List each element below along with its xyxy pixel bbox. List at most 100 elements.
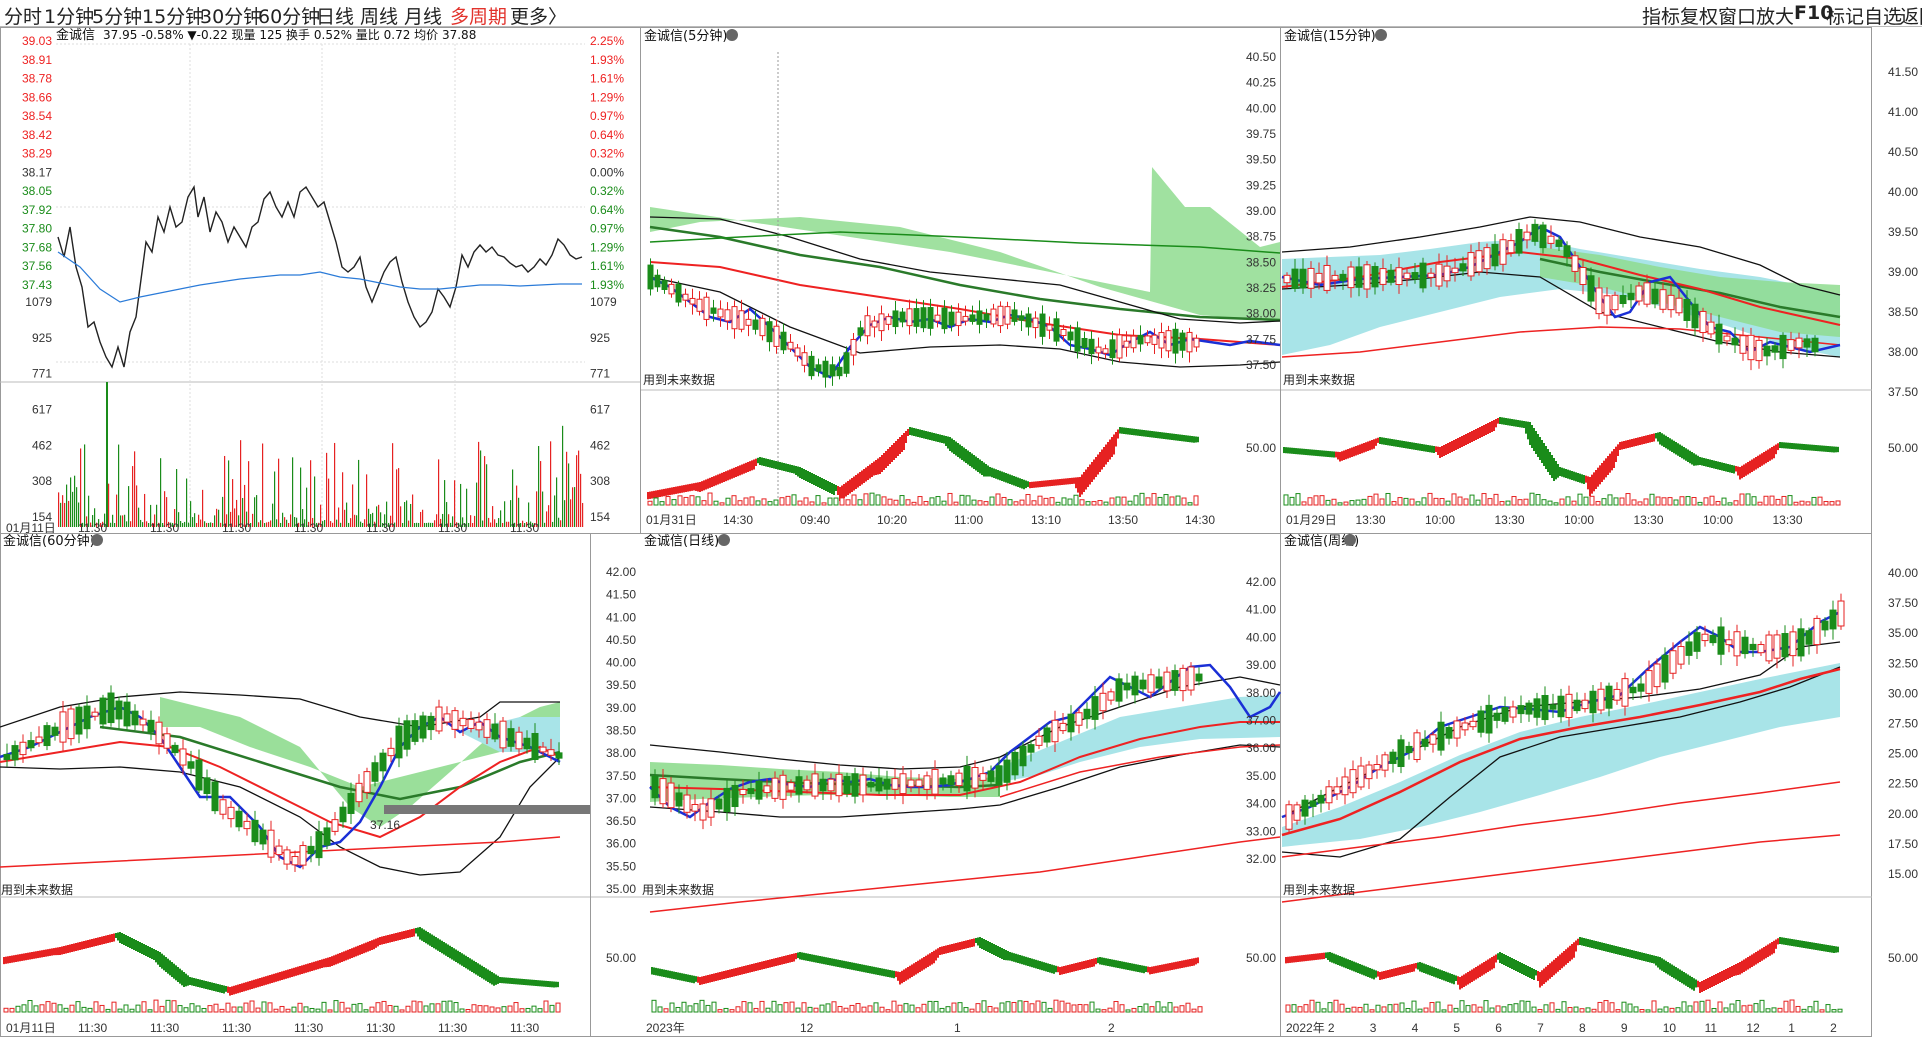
histogram-bar <box>105 1008 111 1013</box>
histogram-bar <box>897 1004 903 1013</box>
histogram-bar <box>947 492 953 506</box>
volume-bar <box>70 477 72 527</box>
candle-body <box>1699 310 1707 334</box>
candle-body <box>703 296 710 320</box>
right-price-axis: 41.50 41.00 40.50 40.00 39.50 39.00 38.50 38.00… <box>1888 65 1918 965</box>
volume-bar <box>372 512 374 527</box>
histogram-bar <box>1283 494 1289 506</box>
candle-body <box>1285 804 1293 830</box>
more-button[interactable]: 更多〉 <box>510 6 568 28</box>
histogram-bar <box>899 495 905 506</box>
tab-multi-period[interactable]: 多周期 <box>450 6 508 28</box>
right-price-tick: 25.00 <box>1888 747 1918 761</box>
right-price-tick: 39.00 <box>1888 265 1918 279</box>
candle-body <box>1349 769 1357 794</box>
volume-bar <box>580 473 582 527</box>
tab-monthly[interactable]: 月线 <box>404 6 443 28</box>
histogram-bar <box>663 1008 669 1013</box>
chevron-down-icon[interactable] <box>1375 29 1387 41</box>
volume-bar <box>218 509 220 527</box>
candle-body <box>1301 799 1309 817</box>
volume-bar <box>300 467 302 527</box>
volume-bar <box>78 502 80 527</box>
price-tick: 32.00 <box>1246 852 1276 866</box>
toolbar-zoom[interactable]: 放大 <box>1756 6 1795 28</box>
candle-body <box>1717 626 1725 655</box>
volume-bar <box>334 442 336 527</box>
time-tick: 11:30 <box>78 1021 107 1035</box>
histogram-bar <box>1475 499 1481 506</box>
price-tick: 40.00 <box>1246 101 1276 115</box>
candle-body <box>1074 327 1081 352</box>
chevron-down-icon[interactable] <box>91 534 103 546</box>
tab-15min[interactable]: 15分钟 <box>142 6 205 28</box>
histogram-bar <box>117 1008 123 1013</box>
tab-60min[interactable]: 60分钟 <box>258 6 321 28</box>
note-5min: 用到未来数据 <box>643 372 715 387</box>
candle-body <box>871 320 878 328</box>
candle-body <box>1317 794 1325 804</box>
histogram-bar <box>1661 497 1667 506</box>
candle-body <box>883 778 891 790</box>
toolbar-back[interactable]: 返回 <box>1900 6 1922 28</box>
tab-1min[interactable]: 1分钟 <box>44 6 95 28</box>
histogram-bar <box>957 1002 963 1013</box>
time-tick: 10:00 <box>1425 513 1455 527</box>
tab-daily[interactable]: 日线 <box>316 6 355 28</box>
volume-bar <box>146 521 148 527</box>
price-tick: 36.50 <box>606 814 636 828</box>
toolbar-f10[interactable]: F10 <box>1794 2 1834 24</box>
histogram-bar <box>1035 1000 1041 1013</box>
candle-body <box>1675 297 1683 314</box>
toolbar-watchlist[interactable]: 自选 <box>1864 6 1903 28</box>
candle-body <box>1186 331 1193 353</box>
histogram-bar <box>9 1007 15 1013</box>
candle-body <box>963 765 971 792</box>
candle-body <box>739 788 747 796</box>
toolbar-window[interactable]: 窗口 <box>1718 6 1757 28</box>
candle-body <box>1589 690 1597 714</box>
tab-weekly[interactable]: 周线 <box>360 6 399 28</box>
histogram-bar <box>993 1007 999 1013</box>
candle-body <box>836 366 843 377</box>
histogram-bar <box>1783 1000 1789 1013</box>
histogram-bar <box>1499 501 1505 506</box>
time-tick: 5 <box>1453 1021 1460 1035</box>
candle-body <box>291 856 299 866</box>
chevron-down-icon[interactable] <box>1344 534 1356 546</box>
histogram-bar <box>1577 493 1583 506</box>
tab-timeshare[interactable]: 分时 <box>4 6 43 28</box>
chevron-down-icon[interactable] <box>718 534 730 546</box>
toolbar-indicator[interactable]: 指标 <box>1642 6 1681 28</box>
histogram-bar <box>1113 1001 1119 1013</box>
volume-bar <box>124 514 126 527</box>
histogram-bar <box>159 1005 165 1013</box>
candle-body <box>780 331 787 351</box>
volume-bar <box>170 522 172 527</box>
toolbar-mark[interactable]: 标记 <box>1826 6 1865 28</box>
histogram-bar <box>375 1002 381 1013</box>
tab-5min[interactable]: 5分钟 <box>92 6 143 28</box>
time-tick: 8 <box>1579 1021 1586 1035</box>
histogram-bar <box>1059 1000 1065 1013</box>
candle-body <box>1467 252 1475 277</box>
histogram-bar <box>1303 1004 1309 1013</box>
time-tick: 7 <box>1537 1021 1544 1035</box>
histogram-bar <box>1531 1006 1537 1013</box>
histogram-bar <box>1001 496 1007 506</box>
histogram-bar <box>815 495 821 506</box>
histogram-bar <box>941 500 947 506</box>
tab-30min[interactable]: 30分钟 <box>200 6 263 28</box>
price-tick: 40.50 <box>1246 50 1276 64</box>
candle-body <box>1779 334 1787 360</box>
histogram-bar <box>1179 1005 1185 1013</box>
toolbar-adjust[interactable]: 复权 <box>1680 6 1719 28</box>
candle-body <box>1341 776 1349 796</box>
volume-bar <box>354 514 356 527</box>
histogram-bar <box>1361 498 1367 506</box>
time-tick: 11:30 <box>366 1021 395 1035</box>
candle-body <box>1773 634 1781 659</box>
histogram-bar <box>1343 501 1349 506</box>
candle-body <box>1571 255 1579 272</box>
chevron-down-icon[interactable] <box>726 29 738 41</box>
